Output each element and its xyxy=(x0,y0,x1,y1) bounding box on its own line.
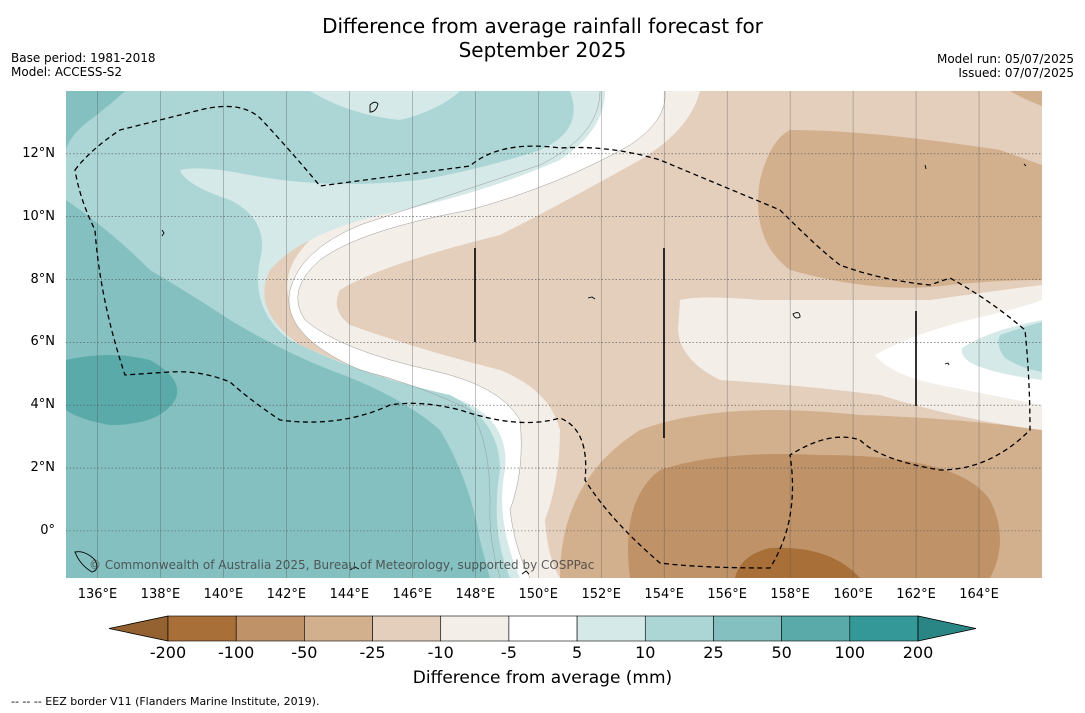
colorbar xyxy=(108,615,977,642)
map-title: Difference from average rainfall forecas… xyxy=(0,14,1085,62)
contour-line-1 xyxy=(288,91,601,578)
island-5 xyxy=(944,362,950,366)
colorbar-tick: 5 xyxy=(571,643,583,662)
island-2 xyxy=(161,229,165,237)
lat-label: 2°N xyxy=(30,460,56,476)
lon-label: 152°E xyxy=(581,587,621,602)
island-3 xyxy=(587,296,596,300)
colorbar-under-arrow xyxy=(108,615,169,642)
colorbar-tick: -200 xyxy=(149,643,187,662)
colorbar-tick: 10 xyxy=(635,643,656,662)
rainfall-anomaly-field xyxy=(66,91,1042,578)
island-outlines xyxy=(74,101,1027,575)
field-band-pos10-east xyxy=(998,322,1042,372)
field-band-pos50 xyxy=(66,355,178,425)
lon-label: 142°E xyxy=(266,587,307,602)
lat-label: 12°N xyxy=(22,145,55,161)
colorbar-segment xyxy=(235,615,305,642)
model-run: Model run: 05/07/2025 xyxy=(936,52,1074,66)
eez-border xyxy=(74,105,1031,569)
island-10 xyxy=(924,164,927,170)
field-zone-neg100 xyxy=(628,454,1000,578)
lon-label: 150°E xyxy=(518,587,559,602)
field-band-pos25-nw xyxy=(66,91,125,150)
title-line-2: September 2025 xyxy=(458,38,627,62)
eez-footnote: -- -- -- EEZ border V11 (Flanders Marine… xyxy=(11,695,320,708)
field-zone-neg50-ne xyxy=(1010,91,1042,106)
colorbar-segment xyxy=(508,615,578,642)
colorbar-tick: -25 xyxy=(359,643,386,662)
contour-line-2 xyxy=(297,91,666,578)
colorbar-segment xyxy=(781,615,851,642)
lon-label: 136°E xyxy=(77,587,118,602)
island-1 xyxy=(369,101,379,113)
colorbar-tick: -50 xyxy=(291,643,318,662)
lon-label: 146°E xyxy=(392,587,433,602)
lon-label: 162°E xyxy=(896,587,936,602)
lon-label: 148°E xyxy=(455,587,496,602)
lon-label: 154°E xyxy=(644,587,684,602)
island-7 xyxy=(349,566,360,571)
lat-label: 8°N xyxy=(30,271,56,287)
colorbar-tick: -100 xyxy=(218,643,255,662)
field-band-neg10-east xyxy=(678,285,1042,430)
colorbar-tick: 50 xyxy=(771,643,792,662)
field-zone-neg200 xyxy=(735,547,860,578)
colorbar-segment xyxy=(576,615,646,642)
colorbar-over-arrow xyxy=(917,615,977,642)
island-6 xyxy=(74,551,98,573)
lat-label: 10°N xyxy=(22,208,55,224)
model-name: Model: ACCESS-S2 xyxy=(11,65,123,79)
meta-left: Base period: 1981-2018 Model: ACCESS-S2 xyxy=(11,51,156,79)
colorbar-segment xyxy=(849,615,919,642)
colorbar-tick: -5 xyxy=(500,643,517,662)
colorbar-segment xyxy=(304,615,373,642)
lat-label: 6°N xyxy=(30,334,56,350)
title-line-1: Difference from average rainfall forecas… xyxy=(322,14,763,38)
colorbar-tick: 100 xyxy=(834,643,866,662)
island-4 xyxy=(792,312,801,319)
colorbar-segment xyxy=(644,615,714,642)
colorbar-segment xyxy=(372,615,442,642)
field-band-pos25 xyxy=(66,200,490,578)
base-period: Base period: 1981-2018 xyxy=(11,51,156,65)
field-zone-neg50-north xyxy=(758,130,1042,288)
colorbar-segment xyxy=(440,615,510,642)
lat-label: 4°N xyxy=(30,397,56,413)
lon-label: 164°E xyxy=(959,587,999,602)
lon-label: 158°E xyxy=(770,587,810,602)
copyright-notice: © Commonwealth of Australia 2025, Bureau… xyxy=(89,558,595,572)
colorbar-title: Difference from average (mm) xyxy=(412,668,673,688)
lon-label: 156°E xyxy=(707,587,747,602)
issued-date: Issued: 07/07/2025 xyxy=(958,66,1074,80)
colorbar-tick: 200 xyxy=(902,643,934,662)
lon-label: 140°E xyxy=(203,587,244,602)
colorbar-tick: 25 xyxy=(703,643,724,662)
graticule xyxy=(66,91,1042,578)
meta-right: Model run: 05/07/2025 Issued: 07/07/2025 xyxy=(937,52,1074,80)
eez-boundary-line xyxy=(74,105,1031,569)
lon-label: 160°E xyxy=(833,587,873,602)
island-8 xyxy=(521,570,530,575)
vertical-markers xyxy=(474,248,917,438)
lat-label: 0° xyxy=(40,522,55,538)
colorbar-segment xyxy=(713,615,782,642)
lon-label: 144°E xyxy=(329,587,370,602)
field-band-pos5-north xyxy=(310,91,460,120)
lon-label: 138°E xyxy=(140,587,181,602)
colorbar-segment xyxy=(167,615,237,642)
colorbar-tick: -10 xyxy=(427,643,454,662)
island-9 xyxy=(1023,163,1027,167)
